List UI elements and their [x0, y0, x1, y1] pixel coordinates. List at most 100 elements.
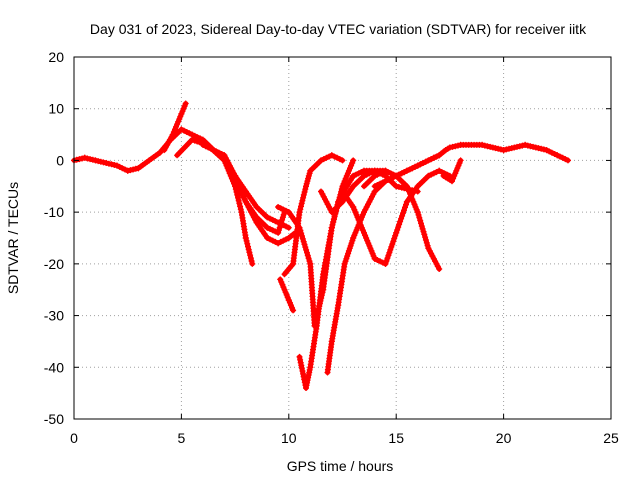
- data-point: [306, 258, 313, 265]
- data-point: [565, 157, 571, 164]
- data-point: [103, 160, 110, 166]
- data-point: [189, 131, 196, 138]
- series-line: [174, 137, 255, 267]
- data-point: [361, 172, 367, 179]
- data-point: [389, 241, 396, 248]
- data-point: [264, 224, 271, 231]
- data-point: [383, 258, 390, 264]
- data-point: [497, 146, 504, 153]
- data-point: [400, 210, 406, 217]
- data-point: [218, 151, 225, 157]
- data-point: [392, 232, 399, 239]
- x-tick-label: 10: [281, 430, 297, 446]
- data-point: [428, 171, 435, 178]
- data-point: [418, 220, 424, 227]
- data-point: [395, 183, 402, 190]
- data-point: [379, 259, 386, 266]
- data-point: [433, 153, 440, 160]
- data-point: [390, 238, 397, 245]
- data-point: [449, 143, 456, 150]
- data-point: [384, 255, 391, 262]
- data-point: [179, 108, 186, 115]
- data-point: [320, 156, 327, 163]
- data-point: [394, 227, 401, 233]
- data-point: [280, 206, 287, 213]
- data-point: [243, 237, 250, 244]
- plot-frame: [73, 56, 612, 420]
- data-point: [522, 141, 529, 148]
- data-point: [73, 156, 80, 163]
- data-point: [385, 176, 392, 183]
- data-point: [300, 191, 307, 198]
- data-point: [358, 169, 365, 176]
- data-point: [267, 215, 273, 222]
- y-tick-label: 20: [48, 49, 64, 65]
- data-point: [387, 175, 394, 182]
- data-point: [300, 194, 307, 201]
- y-tick-label: -10: [44, 204, 64, 220]
- data-point: [216, 149, 222, 156]
- data-point: [283, 207, 290, 214]
- data-point: [371, 172, 378, 179]
- data-point: [300, 238, 307, 245]
- data-point: [323, 154, 330, 161]
- data-point: [122, 166, 128, 173]
- data-point: [236, 200, 243, 207]
- data-point: [401, 207, 407, 214]
- data-point: [297, 206, 304, 213]
- data-point: [374, 171, 381, 178]
- data-point: [403, 201, 409, 208]
- data-point: [329, 221, 336, 228]
- data-point: [87, 156, 94, 163]
- data-point: [283, 236, 290, 243]
- data-point: [119, 165, 126, 172]
- data-point: [500, 147, 507, 154]
- data-point: [283, 223, 290, 230]
- data-point: [246, 249, 253, 256]
- data-point: [350, 172, 357, 179]
- data-point: [290, 307, 297, 314]
- data-point: [388, 243, 395, 250]
- data-point: [269, 216, 276, 223]
- data-point: [116, 163, 123, 170]
- data-point: [425, 172, 432, 179]
- series-recover: [371, 141, 571, 190]
- series-main: [71, 126, 292, 231]
- data-point: [272, 238, 279, 245]
- data-point: [417, 161, 424, 168]
- data-point: [396, 221, 403, 228]
- y-tick-label: 0: [56, 152, 64, 168]
- data-point: [182, 100, 189, 107]
- data-point: [406, 166, 413, 173]
- data-point: [424, 242, 431, 249]
- data-point: [269, 237, 276, 244]
- data-point: [420, 228, 427, 235]
- data-point: [422, 234, 429, 241]
- data-point: [178, 126, 185, 133]
- data-point: [398, 170, 405, 177]
- data-point: [514, 143, 520, 150]
- data-point: [492, 145, 499, 152]
- data-point: [399, 212, 406, 219]
- data-point: [237, 203, 244, 210]
- data-point: [546, 148, 553, 155]
- data-point: [395, 171, 402, 178]
- data-point: [304, 252, 311, 259]
- data-point: [264, 214, 271, 221]
- data-point: [428, 156, 435, 163]
- series-drop-c: [221, 157, 288, 236]
- data-point: [304, 249, 310, 256]
- data-point: [242, 235, 249, 241]
- data-point: [379, 179, 386, 186]
- data-point: [535, 145, 542, 152]
- data-point: [527, 143, 534, 150]
- data-point: [548, 149, 555, 156]
- series-loop-b: [281, 152, 346, 278]
- data-point: [245, 243, 251, 250]
- x-tick-label: 5: [178, 430, 186, 446]
- x-tick-label: 25: [603, 430, 619, 446]
- data-point: [543, 147, 550, 154]
- data-point: [199, 141, 206, 148]
- data-point: [417, 217, 424, 224]
- data-point: [302, 186, 309, 193]
